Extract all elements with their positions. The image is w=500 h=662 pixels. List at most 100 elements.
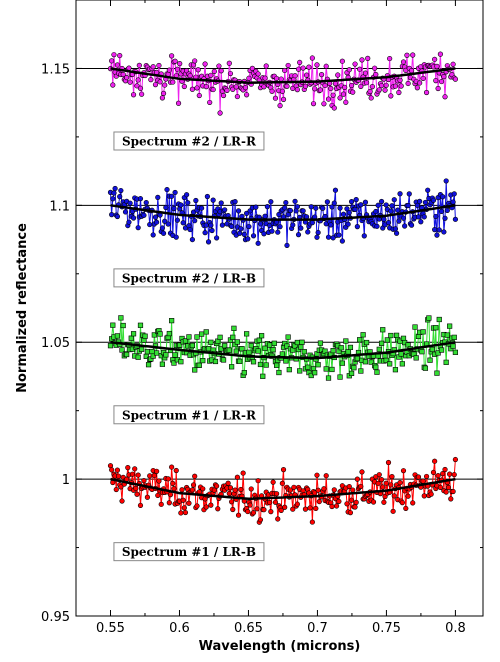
data-point (283, 358, 289, 364)
data-point (165, 476, 171, 482)
data-point (172, 352, 178, 358)
data-point (135, 225, 141, 231)
data-point (154, 350, 160, 356)
data-point (244, 331, 250, 337)
data-point (435, 85, 441, 92)
data-point (187, 226, 193, 233)
data-point (184, 192, 190, 198)
data-point (268, 509, 274, 515)
data-point (329, 503, 335, 510)
data-point (163, 204, 169, 211)
data-point (332, 81, 339, 87)
data-point (155, 194, 161, 200)
data-point (272, 499, 279, 505)
data-point (164, 186, 170, 193)
data-point (267, 342, 273, 348)
data-point (442, 94, 448, 100)
data-point (328, 85, 334, 92)
data-point (325, 375, 332, 381)
data-point (425, 187, 431, 193)
data-point (217, 334, 223, 340)
x-axis-label: Wavelength (microns) (199, 639, 361, 654)
data-point (378, 83, 385, 89)
data-point (109, 212, 115, 218)
data-point (239, 346, 245, 352)
data-point (282, 504, 288, 510)
data-point (332, 187, 339, 193)
data-point (169, 193, 175, 199)
data-point (387, 361, 393, 367)
data-point (373, 364, 379, 370)
data-point (187, 73, 193, 79)
series-2 (107, 315, 459, 381)
data-point (316, 498, 322, 505)
data-point (181, 83, 187, 90)
data-point (287, 487, 294, 493)
x-tick-label: 0.65 (234, 621, 263, 636)
data-point (322, 82, 328, 89)
data-point (392, 226, 399, 232)
data-point (300, 65, 306, 71)
data-point (160, 90, 167, 96)
data-point (297, 368, 303, 374)
data-point (263, 362, 269, 368)
data-point (347, 344, 354, 351)
data-point (132, 466, 138, 472)
data-point (141, 212, 147, 218)
data-point (309, 55, 315, 61)
data-point (328, 222, 334, 228)
data-point (126, 219, 132, 225)
data-point (437, 484, 444, 490)
data-point (207, 99, 213, 106)
data-point (150, 232, 156, 238)
data-point (428, 491, 434, 497)
data-point (224, 87, 230, 93)
data-point (357, 337, 363, 343)
data-point (269, 88, 275, 94)
data-point (295, 66, 302, 72)
data-point (114, 213, 121, 220)
data-point (314, 62, 320, 68)
data-point (305, 364, 311, 370)
data-point (432, 227, 438, 233)
data-point (343, 338, 349, 344)
y-axis: 0.95 1 1.05 1.1 1.15 (41, 0, 483, 625)
data-point (182, 338, 189, 344)
data-point (331, 487, 337, 493)
data-point (436, 227, 442, 233)
data-point (244, 210, 250, 216)
data-point (346, 209, 352, 216)
data-point (280, 467, 287, 473)
data-point (395, 207, 401, 213)
data-point (380, 484, 386, 490)
data-point (300, 208, 306, 214)
data-point (398, 351, 404, 357)
data-point (344, 206, 350, 212)
data-point (248, 343, 254, 349)
data-point (434, 63, 440, 69)
data-point (321, 101, 327, 107)
data-point (117, 52, 123, 59)
data-point (378, 477, 385, 483)
data-point (162, 218, 168, 224)
data-point (339, 58, 345, 64)
data-point (408, 222, 415, 228)
data-point (440, 194, 446, 200)
data-point (442, 215, 448, 221)
data-point (374, 369, 380, 375)
data-point (237, 358, 243, 364)
data-point (226, 60, 232, 66)
data-point (438, 208, 445, 214)
data-point (451, 334, 457, 340)
spectrum-label-text: Spectrum #2 / LR-B (122, 271, 256, 285)
spectrum-labels: Spectrum #2 / LR-R Spectrum #2 / LR-B Spec… (113, 131, 265, 562)
data-point (344, 501, 350, 507)
data-point (367, 88, 373, 95)
data-point (294, 339, 300, 346)
data-point (403, 505, 409, 512)
data-point (339, 238, 345, 244)
data-point (255, 478, 261, 484)
data-point (226, 490, 232, 497)
data-point (114, 333, 121, 339)
data-point (358, 83, 364, 90)
